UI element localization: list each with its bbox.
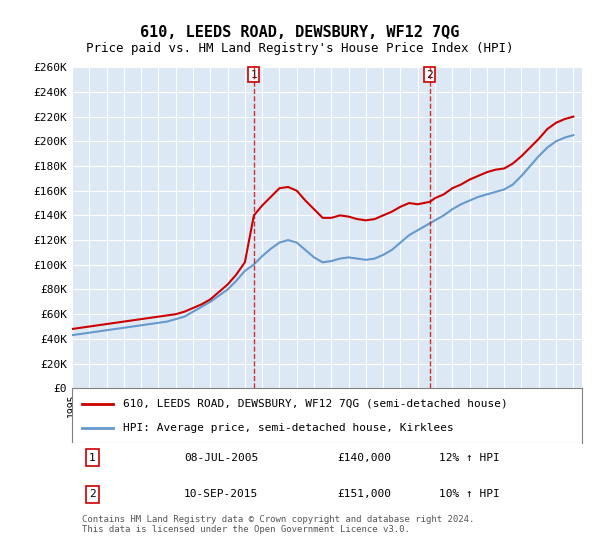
Text: 1: 1 — [89, 453, 96, 463]
Text: 08-JUL-2005: 08-JUL-2005 — [184, 453, 259, 463]
Text: 610, LEEDS ROAD, DEWSBURY, WF12 7QG (semi-detached house): 610, LEEDS ROAD, DEWSBURY, WF12 7QG (sem… — [123, 399, 508, 409]
Text: 2: 2 — [427, 69, 433, 80]
Text: Price paid vs. HM Land Registry's House Price Index (HPI): Price paid vs. HM Land Registry's House … — [86, 42, 514, 55]
Text: 610, LEEDS ROAD, DEWSBURY, WF12 7QG: 610, LEEDS ROAD, DEWSBURY, WF12 7QG — [140, 25, 460, 40]
Text: Contains HM Land Registry data © Crown copyright and database right 2024.
This d: Contains HM Land Registry data © Crown c… — [82, 515, 475, 534]
Text: 10% ↑ HPI: 10% ↑ HPI — [439, 489, 500, 500]
Text: HPI: Average price, semi-detached house, Kirklees: HPI: Average price, semi-detached house,… — [123, 423, 454, 433]
Text: 1: 1 — [250, 69, 257, 80]
Text: £140,000: £140,000 — [337, 453, 391, 463]
Text: 10-SEP-2015: 10-SEP-2015 — [184, 489, 259, 500]
Text: 2: 2 — [89, 489, 96, 500]
Text: 12% ↑ HPI: 12% ↑ HPI — [439, 453, 500, 463]
Text: £151,000: £151,000 — [337, 489, 391, 500]
